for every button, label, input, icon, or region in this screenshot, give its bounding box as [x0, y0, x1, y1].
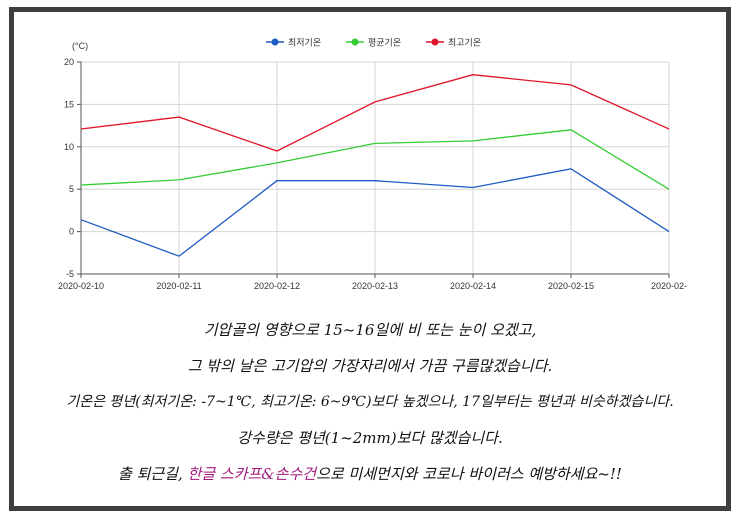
- caption-line-5-end: 으로 미세먼지와 코로나 바이러스 예방하세요~!!: [316, 465, 622, 483]
- x-tick-label: 2020-02-10: [58, 281, 104, 291]
- legend-marker: [351, 38, 359, 46]
- caption-line-1: 기압골의 영향으로 15~16일에 비 또는 눈이 오겠고,: [203, 321, 537, 339]
- legend-label: 최저기온: [288, 38, 321, 49]
- legend-marker: [431, 38, 439, 46]
- x-tick-label: 2020-02-14: [450, 281, 496, 291]
- x-tick-label: 2020-02-: [651, 281, 687, 291]
- x-tick-label: 2020-02-11: [156, 281, 201, 291]
- forecast-caption: 기압골의 영향으로 15~16일에 비 또는 눈이 오겠고, 그 밖의 날은 고…: [14, 312, 726, 492]
- line-chart: (°C) 20 15 10 5 0 -5 2020-02-10 2020-02-11 2020-…: [58, 38, 687, 292]
- caption-line-5-start: 출 퇴근길,: [118, 465, 188, 483]
- y-tick-label: -5: [66, 269, 74, 279]
- x-tick-label: 2020-02-13: [352, 281, 398, 291]
- caption-line-2: 그 밖의 날은 고기압의 가장자리에서 가끔 구름많겠습니다.: [187, 357, 553, 375]
- x-tick-label: 2020-02-12: [254, 281, 300, 291]
- legend-label: 평균기온: [368, 38, 401, 49]
- y-tick-label: 20: [64, 57, 74, 67]
- y-tick-label: 0: [69, 227, 74, 237]
- caption-line-3: 기온은 평년(최저기온: -7~1℃, 최고기온: 6~9℃)보다 높겠으나, …: [66, 394, 674, 410]
- grid: [80, 61, 670, 275]
- y-unit-label: (°C): [72, 41, 88, 51]
- series-line: [80, 168, 670, 257]
- caption-highlight: 한글 스카프&손수건: [187, 465, 317, 483]
- series-lines: [80, 74, 670, 257]
- legend: 최저기온 평균기온 최고기온: [266, 38, 481, 49]
- y-tick-label: 15: [64, 99, 74, 109]
- caption-line-5: 출 퇴근길, 한글 스카프&손수건으로 미세먼지와 코로나 바이러스 예방하세요…: [14, 456, 726, 492]
- series-line: [80, 129, 670, 190]
- y-tick-label: 10: [64, 142, 74, 152]
- legend-marker: [271, 38, 279, 46]
- card-frame: [9, 7, 731, 511]
- x-tick-label: 2020-02-15: [548, 281, 594, 291]
- y-tick-label: 5: [69, 184, 74, 194]
- series-line: [80, 74, 670, 152]
- caption-line-4: 강수량은 평년(1~2mm)보다 많겠습니다.: [237, 429, 503, 447]
- axes: 20 15 10 5 0 -5 2020-02-10 2020-02-11 2020-02-12…: [58, 57, 687, 291]
- legend-label: 최고기온: [448, 38, 481, 49]
